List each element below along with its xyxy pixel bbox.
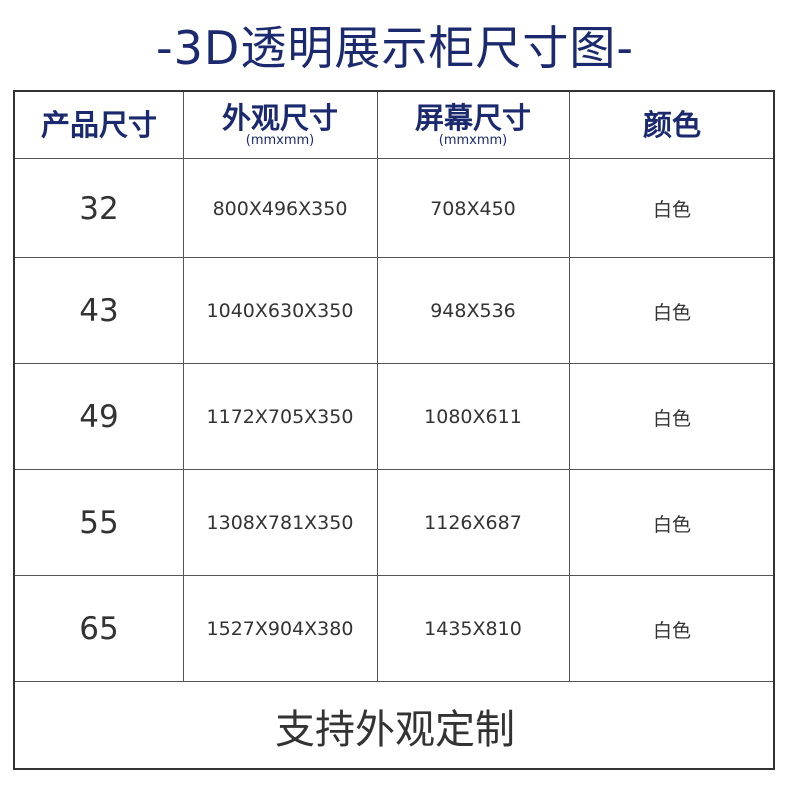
color-value: 白色 bbox=[652, 199, 691, 221]
exterior-value: 1527X904X380 bbox=[206, 618, 354, 640]
header-color: 颜色 bbox=[569, 92, 775, 158]
color-value: 白色 bbox=[652, 301, 691, 324]
divider bbox=[183, 92, 184, 682]
screen-value: 1435X810 bbox=[424, 618, 522, 640]
table-cell-color: 白色 bbox=[569, 364, 775, 470]
table-cell-exterior: 1040X630X350 bbox=[183, 258, 377, 364]
table-cell-color: 白色 bbox=[569, 258, 775, 364]
table-cell-size: 55 bbox=[15, 470, 183, 576]
table-cell-size: 65 bbox=[15, 576, 183, 682]
header-exterior-size: 外观尺寸 (mmxmm) bbox=[183, 92, 377, 158]
size-value: 65 bbox=[79, 611, 119, 647]
divider bbox=[15, 158, 773, 159]
color-value: 白色 bbox=[652, 407, 691, 430]
exterior-value: 800X496X350 bbox=[212, 197, 348, 220]
divider bbox=[377, 92, 378, 682]
table-cell-exterior: 1172X705X350 bbox=[183, 364, 377, 470]
table-cell-color: 白色 bbox=[569, 576, 775, 682]
size-value: 49 bbox=[79, 399, 119, 435]
header-unit: (mmxmm) bbox=[245, 133, 315, 148]
screen-value: 948X536 bbox=[430, 300, 516, 322]
header-unit: (mmxmm) bbox=[438, 133, 508, 148]
divider bbox=[15, 257, 773, 258]
divider bbox=[15, 575, 773, 576]
table-cell-exterior: 1308X781X350 bbox=[183, 470, 377, 576]
divider bbox=[15, 363, 773, 364]
table-cell-screen: 1126X687 bbox=[377, 470, 569, 576]
screen-value: 1080X611 bbox=[424, 406, 522, 428]
page-title: -3D透明展示柜尺寸图- bbox=[156, 21, 634, 75]
table-cell-size: 32 bbox=[15, 159, 183, 258]
exterior-value: 1308X781X350 bbox=[206, 512, 354, 534]
header-screen-size: 屏幕尺寸 (mmxmm) bbox=[377, 92, 569, 158]
header-label: 产品尺寸 bbox=[40, 108, 157, 142]
table-cell-size: 49 bbox=[15, 364, 183, 470]
footer-row: 支持外观定制 bbox=[15, 682, 775, 770]
table-cell-color: 白色 bbox=[569, 470, 775, 576]
header-label: 外观尺寸 bbox=[221, 101, 338, 135]
size-table: 产品尺寸 外观尺寸 (mmxmm) 屏幕尺寸 (mmxmm) 颜色 32 800X… bbox=[13, 90, 775, 770]
color-value: 白色 bbox=[652, 619, 691, 642]
size-value: 55 bbox=[79, 505, 119, 541]
table-cell-color: 白色 bbox=[569, 159, 775, 258]
table-cell-screen: 948X536 bbox=[377, 258, 569, 364]
color-value: 白色 bbox=[652, 513, 691, 536]
table-cell-screen: 1435X810 bbox=[377, 576, 569, 682]
custom-note: 支持外观定制 bbox=[275, 707, 515, 753]
header-label: 屏幕尺寸 bbox=[414, 101, 531, 135]
table-cell-exterior: 800X496X350 bbox=[183, 159, 377, 258]
exterior-value: 1040X630X350 bbox=[206, 300, 354, 322]
exterior-value: 1172X705X350 bbox=[206, 406, 354, 428]
size-value: 43 bbox=[79, 293, 119, 329]
table-cell-size: 43 bbox=[15, 258, 183, 364]
screen-value: 708X450 bbox=[430, 197, 516, 220]
header-label: 颜色 bbox=[642, 108, 701, 142]
header-product-size: 产品尺寸 bbox=[15, 92, 183, 158]
table-cell-screen: 1080X611 bbox=[377, 364, 569, 470]
table-cell-exterior: 1527X904X380 bbox=[183, 576, 377, 682]
divider bbox=[569, 92, 570, 682]
divider bbox=[15, 681, 773, 682]
screen-value: 1126X687 bbox=[424, 512, 522, 534]
size-value: 32 bbox=[79, 190, 119, 227]
table-cell-screen: 708X450 bbox=[377, 159, 569, 258]
divider bbox=[15, 469, 773, 470]
